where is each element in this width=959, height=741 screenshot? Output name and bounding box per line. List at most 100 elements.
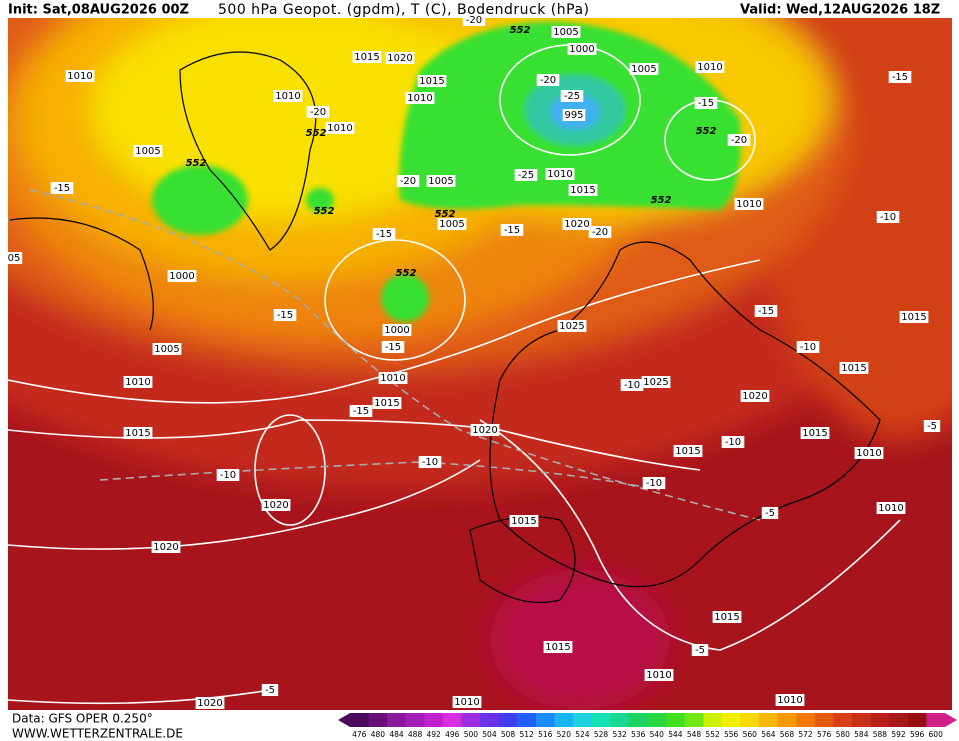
contour-label: -15 (754, 305, 778, 317)
contour-label: 1025 (557, 320, 587, 332)
label-box (754, 305, 778, 317)
init-time: Init: Sat,08AUG2026 00Z (8, 3, 189, 18)
label-text: 552 (510, 25, 531, 36)
contour-label: 1010 (123, 376, 153, 388)
colorbar-tick-label: 504 (482, 730, 497, 739)
contour-label: -10 (620, 379, 644, 391)
colorbar-swatch (666, 713, 686, 727)
label-text: 552 (651, 195, 672, 206)
contour-label: -5 (761, 507, 779, 519)
label-text: -5 (765, 508, 775, 519)
colorbar-swatch (647, 713, 667, 727)
label-text: -10 (624, 380, 640, 391)
label-text: -10 (646, 478, 662, 489)
contour-label: 1010 (378, 372, 408, 384)
colorbar-swatch (684, 713, 704, 727)
label-text: 1015 (419, 76, 444, 87)
contour-label: 1015 (899, 311, 929, 323)
label-text: 552 (186, 158, 207, 169)
label-text: -25 (518, 170, 534, 181)
label-text: -15 (892, 72, 908, 83)
contour-label: 552 (696, 126, 717, 137)
contour-label: 1015 (352, 51, 382, 63)
contour-label: -15 (349, 405, 373, 417)
colorbar-tick-label: 544 (668, 730, 683, 739)
contour-label: 1020 (151, 541, 181, 553)
contour-label: 1010 (405, 92, 435, 104)
label-text: 1010 (878, 503, 903, 514)
label-box (123, 427, 153, 439)
colorbar-arrow (338, 713, 350, 727)
label-text: 1020 (387, 53, 412, 64)
colorbar-swatch (889, 713, 909, 727)
label-box (721, 436, 745, 448)
label-text: 1015 (675, 446, 700, 457)
label-box (452, 696, 482, 708)
colorbar-tick-label: 572 (798, 730, 813, 739)
data-source: Data: GFS OPER 0.250° (12, 712, 153, 726)
label-box (216, 469, 240, 481)
contour-label: -20 (396, 175, 420, 187)
label-box (641, 376, 671, 388)
colorbar-tick-label: 564 (761, 730, 776, 739)
contour-label: 1005 (133, 145, 163, 157)
label-box (381, 341, 405, 353)
contour-label: -25 (560, 90, 584, 102)
label-text: 1015 (354, 52, 379, 63)
contour-label: 552 (510, 25, 531, 36)
contour-label: -20 (536, 74, 560, 86)
contour-label: 1000 (382, 324, 412, 336)
label-box (396, 175, 420, 187)
label-box (123, 376, 153, 388)
label-box (712, 611, 742, 623)
contour-label: 1015 (417, 75, 447, 87)
contour-label: -5 (691, 644, 709, 656)
label-text: 1015 (570, 185, 595, 196)
label-text: -20 (466, 15, 482, 26)
colorbar-swatch (721, 713, 741, 727)
contour-label: 1020 (470, 424, 500, 436)
label-box (695, 61, 725, 73)
label-text: 1015 (545, 642, 570, 653)
label-box (629, 63, 659, 75)
label-box (509, 515, 539, 527)
label-text: -5 (695, 645, 705, 656)
colorbar-swatch (461, 713, 481, 727)
colorbar-swatch (814, 713, 834, 727)
label-text: 1020 (263, 500, 288, 511)
label-box (5, 252, 23, 264)
colorbar-swatch (628, 713, 648, 727)
colorbar-tick-label: 584 (854, 730, 869, 739)
label-text: 1000 (384, 325, 409, 336)
colorbar-tick-label: 516 (538, 730, 553, 739)
label-text: -10 (422, 457, 438, 468)
contour-label: 1020 (195, 697, 225, 709)
label-box (644, 669, 674, 681)
colorbar-swatch (870, 713, 890, 727)
label-box (761, 507, 779, 519)
label-box (740, 390, 770, 402)
colorbar-swatch (498, 713, 518, 727)
label-box (372, 397, 402, 409)
contour-label: 1020 (562, 218, 592, 230)
label-text: 1015 (802, 428, 827, 439)
colorbar-tick-label: 488 (408, 730, 423, 739)
contour-label: 1000 (567, 43, 597, 55)
label-text: 1000 (569, 44, 594, 55)
contour-label: -10 (721, 436, 745, 448)
colorbar-swatch (405, 713, 425, 727)
colorbar-swatch (535, 713, 556, 727)
contour-label: -5 (261, 684, 279, 696)
label-text: -20 (310, 107, 326, 118)
contour-label: 1010 (854, 447, 884, 459)
colorbar-tick-label: 552 (705, 730, 720, 739)
label-box (568, 184, 598, 196)
label-box (775, 694, 805, 706)
map-title: 500 hPa Geopot. (gpdm), T (C), Bodendruc… (218, 2, 589, 18)
label-box (352, 51, 382, 63)
label-text: -5 (927, 421, 937, 432)
label-box (854, 447, 884, 459)
label-text: 552 (306, 128, 327, 139)
contour-label: 1020 (740, 390, 770, 402)
label-text: 1015 (901, 312, 926, 323)
